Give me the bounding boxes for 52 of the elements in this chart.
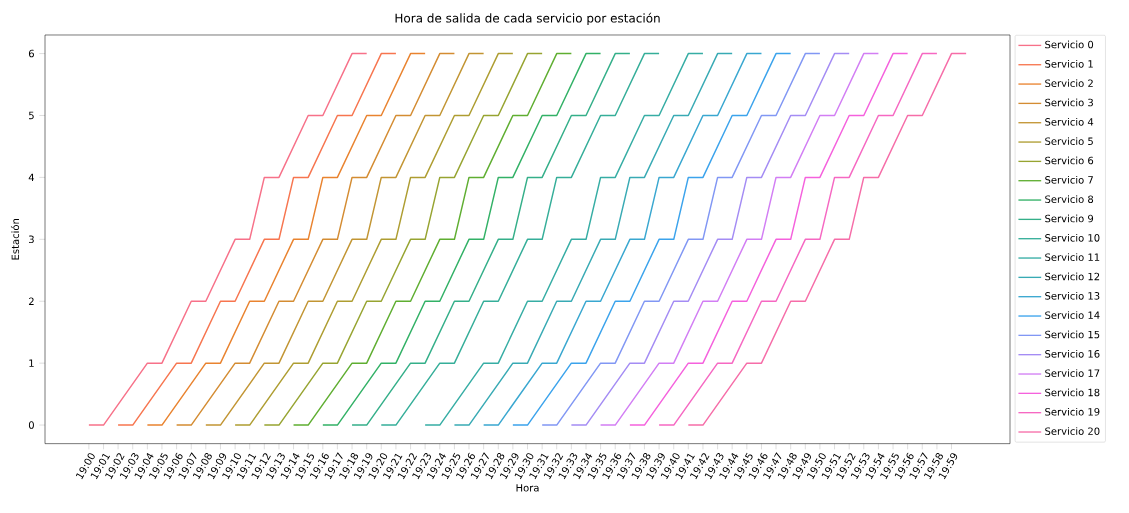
line-series (234, 52, 514, 426)
y-axis-title: Estación (10, 219, 20, 260)
legend-label: Servicio 4 (1045, 117, 1094, 126)
y-tick-label: 0 (28, 421, 34, 429)
line-series (88, 52, 368, 426)
x-axis-title: Hora (516, 484, 539, 492)
line-series (541, 52, 821, 426)
line-series (570, 52, 850, 426)
legend-label: Servicio 8 (1045, 195, 1094, 203)
legend-label: Servicio 14 (1045, 311, 1100, 319)
chart-title: Hora de salida de cada servicio por estación (395, 12, 660, 25)
y-tick-label: 5 (29, 111, 34, 120)
line-series (292, 52, 573, 426)
y-tick-label: 4 (28, 173, 35, 182)
legend-label: Servicio 2 (1045, 79, 1093, 88)
legend-label: Servicio 0 (1045, 40, 1094, 49)
legend-label: Servicio 16 (1045, 349, 1100, 358)
legend-label: Servicio 9 (1045, 214, 1094, 223)
line-series (424, 52, 704, 426)
line-series (380, 52, 660, 426)
line-series (687, 52, 967, 426)
y-tick-label: 3 (29, 235, 34, 244)
line-series (175, 52, 456, 426)
line-series (322, 52, 602, 426)
legend-label: Servicio 7 (1045, 175, 1093, 184)
legend-label: Servicio 13 (1045, 291, 1100, 300)
line-series (629, 52, 909, 426)
legend-label: Servicio 20 (1045, 427, 1100, 435)
line-series (117, 52, 397, 426)
line-series (512, 52, 792, 426)
legend-label: Servicio 12 (1045, 272, 1100, 281)
line-series (205, 52, 485, 426)
legend-label: Servicio 3 (1045, 98, 1093, 107)
y-tick-label: 6 (28, 49, 34, 58)
legend-label: Servicio 10 (1045, 233, 1100, 242)
line-series (263, 52, 543, 426)
y-tick-label: 1 (29, 359, 34, 367)
legend-label: Servicio 6 (1045, 156, 1094, 165)
line-series (599, 52, 880, 426)
legend-label: Servicio 17 (1045, 369, 1100, 377)
y-tick-label: 2 (28, 297, 34, 305)
legend-label: Servicio 5 (1045, 137, 1093, 145)
line-series (351, 52, 631, 426)
line-series (146, 52, 426, 426)
line-series (658, 52, 938, 426)
legend-label: Servicio 1 (1045, 59, 1093, 68)
legend-label: Servicio 11 (1045, 253, 1100, 261)
line-series (482, 52, 763, 426)
line-series (453, 52, 733, 426)
legend-label: Servicio 18 (1045, 388, 1100, 397)
legend-label: Servicio 19 (1045, 407, 1100, 416)
legend-label: Servicio 15 (1045, 330, 1100, 339)
